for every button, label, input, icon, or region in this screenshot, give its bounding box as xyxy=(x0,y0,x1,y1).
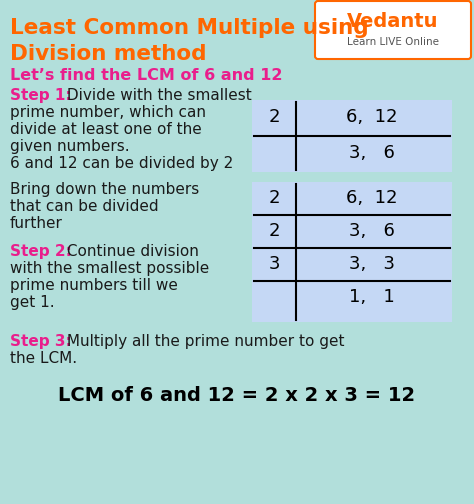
Text: Step 1:: Step 1: xyxy=(10,88,72,103)
Text: Step 2:: Step 2: xyxy=(10,244,72,259)
FancyBboxPatch shape xyxy=(315,1,471,59)
Text: Bring down the numbers: Bring down the numbers xyxy=(10,182,199,197)
Text: Step 3:: Step 3: xyxy=(10,334,72,349)
Text: Least Common Multiple using: Least Common Multiple using xyxy=(10,18,369,38)
Text: Multiply all the prime number to get: Multiply all the prime number to get xyxy=(62,334,345,349)
Text: 2: 2 xyxy=(268,222,280,240)
Text: with the smallest possible: with the smallest possible xyxy=(10,261,209,276)
Text: 6 and 12 can be divided by 2: 6 and 12 can be divided by 2 xyxy=(10,156,233,171)
Text: Learn LIVE Online: Learn LIVE Online xyxy=(347,37,439,47)
Text: Let’s find the LCM of 6 and 12: Let’s find the LCM of 6 and 12 xyxy=(10,68,283,83)
Text: 3,   6: 3, 6 xyxy=(349,144,395,162)
Text: 6,  12: 6, 12 xyxy=(346,189,398,207)
Text: the LCM.: the LCM. xyxy=(10,351,77,366)
Text: Divide with the smallest: Divide with the smallest xyxy=(62,88,252,103)
Text: 3: 3 xyxy=(268,255,280,273)
Text: Vedantu: Vedantu xyxy=(347,12,439,31)
Text: further: further xyxy=(10,216,63,231)
Text: 2: 2 xyxy=(268,189,280,207)
FancyBboxPatch shape xyxy=(252,182,452,322)
Text: Continue division: Continue division xyxy=(62,244,199,259)
Text: 6,  12: 6, 12 xyxy=(346,108,398,126)
Text: get 1.: get 1. xyxy=(10,295,55,310)
Text: prime number, which can: prime number, which can xyxy=(10,105,206,120)
Text: divide at least one of the: divide at least one of the xyxy=(10,122,202,137)
Text: prime numbers till we: prime numbers till we xyxy=(10,278,178,293)
Text: 2: 2 xyxy=(268,108,280,126)
Text: Division method: Division method xyxy=(10,44,207,64)
Text: 3,   6: 3, 6 xyxy=(349,222,395,240)
Text: LCM of 6 and 12 = 2 x 2 x 3 = 12: LCM of 6 and 12 = 2 x 2 x 3 = 12 xyxy=(58,386,416,405)
Text: 3,   3: 3, 3 xyxy=(349,255,395,273)
Text: 1,   1: 1, 1 xyxy=(349,288,395,306)
Text: that can be divided: that can be divided xyxy=(10,199,159,214)
Text: given numbers.: given numbers. xyxy=(10,139,129,154)
FancyBboxPatch shape xyxy=(252,100,452,172)
